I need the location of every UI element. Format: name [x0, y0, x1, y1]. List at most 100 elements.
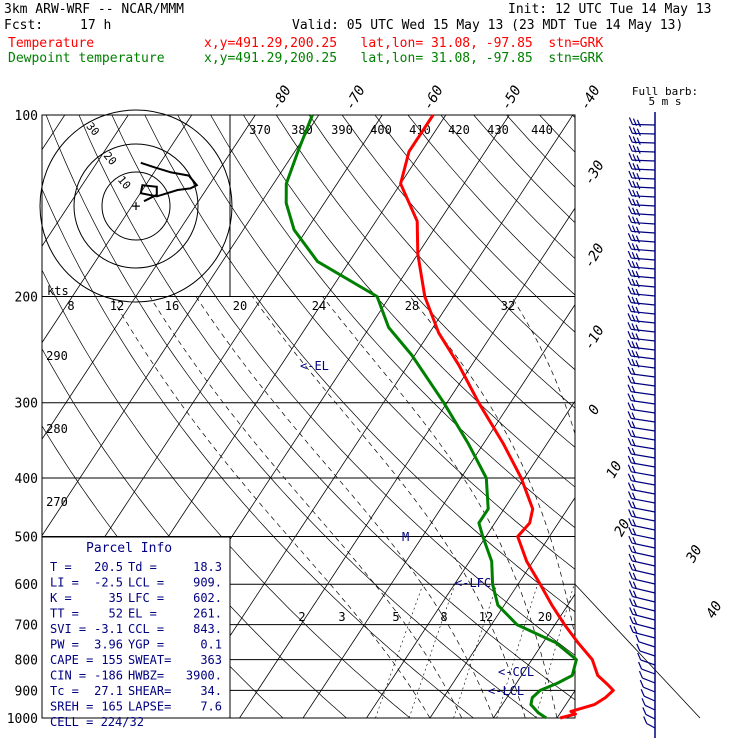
wind-barb-flag: [631, 323, 636, 331]
wind-barb-flag: [627, 357, 632, 366]
wind-barb-flag: [635, 634, 640, 643]
isotherm-line: [676, 102, 740, 731]
marker-label: LCL: [502, 684, 524, 698]
hodograph-axis-label: 8: [67, 299, 74, 313]
wind-barb-flag: [627, 313, 632, 321]
parcel-box-frame: [41, 536, 231, 719]
wind-barb-flag: [631, 216, 637, 224]
isotherm-line: [0, 102, 10, 731]
wind-barb-flag: [632, 118, 638, 126]
panel-edge-line: [574, 583, 701, 719]
profiles: [284, 114, 615, 720]
wind-barb-flag: [627, 339, 632, 348]
wind-barb-flag: [627, 393, 632, 401]
wind-barb-flag: [635, 244, 640, 252]
wind-barb-flag: [627, 304, 632, 312]
plot-border: [41, 114, 576, 719]
wind-barb-flag: [627, 286, 632, 294]
isotherm-top-label: -80: [268, 83, 295, 113]
parcel-value: -3.1: [94, 622, 123, 636]
wind-barb-flag: [632, 145, 637, 153]
wind-barb-flag: [627, 384, 632, 392]
wind-barb: [644, 704, 656, 711]
init-time: Init: 12 UTC Tue 14 May 13: [508, 2, 712, 17]
isotherm-line: [612, 102, 740, 731]
hodograph-trace: [139, 161, 199, 203]
parcel-label: Td =: [128, 560, 157, 574]
wind-barb-flag: [627, 402, 632, 410]
wind-barb-flag: [631, 252, 636, 260]
hodograph-ring-label: 20: [101, 149, 119, 168]
wind-barb-flag: [631, 305, 636, 313]
isotherm-right-label: -30: [581, 158, 608, 188]
hodograph-axis-label: 20: [233, 299, 247, 313]
level-marker: <-LCL: [488, 684, 524, 698]
parcel-value: 909.: [193, 576, 222, 590]
wind-barb-flag: [627, 322, 632, 330]
isotherm-right-label: 40: [703, 599, 725, 622]
wind-barb-flag: [636, 164, 641, 172]
parcel-label: T =: [50, 560, 72, 574]
dry-adiabat: [243, 115, 575, 488]
wind-barb-flag: [632, 590, 638, 598]
wind-barb-flag: [643, 716, 648, 724]
dry-adiabat: [177, 115, 575, 570]
wind-barb: [642, 677, 656, 684]
marker-label: LFC: [469, 576, 491, 590]
theta-left-label: 270: [46, 495, 68, 509]
wind-barb-flag: [636, 173, 641, 181]
hodograph-ring-label: 30: [84, 120, 102, 139]
wind-barb-flag: [641, 698, 646, 706]
wind-barb-flag: [632, 180, 637, 189]
wind-barb-flag: [631, 269, 636, 278]
wind-barb-flag: [632, 198, 637, 207]
wind-barb: [641, 668, 656, 675]
wind-barb-flag: [629, 624, 634, 633]
moist-adiabat: [511, 296, 575, 436]
wind-barb-flag: [635, 226, 640, 235]
wind-barb-flag: [631, 403, 636, 411]
theta-top-label: 370: [249, 123, 271, 137]
wind-barb-flag: [635, 271, 640, 279]
wind-barb-flag: [636, 643, 641, 652]
pressure-tick-label: 200: [15, 291, 38, 306]
dry-adiabat: [374, 115, 575, 333]
marker-label: M: [402, 530, 409, 544]
mixing-ratio-label: 20: [538, 610, 552, 624]
theta-top-label: 400: [370, 123, 392, 137]
wind-barb-flag: [631, 278, 636, 287]
parcel-value: 20.5: [94, 560, 123, 574]
wind-barb-flag: [633, 608, 638, 616]
wind-barb-flag: [635, 342, 640, 350]
wind-barb-flag: [627, 277, 632, 286]
wind-barb-flag: [628, 126, 633, 134]
dry-adiabat: [78, 115, 575, 701]
wind-barb-flag: [633, 599, 638, 607]
moist-adiabat: [149, 296, 463, 718]
wind-barb-flag: [631, 314, 636, 322]
pressure-tick-label: 500: [15, 530, 38, 545]
hodograph-axis-label: 12: [110, 299, 124, 313]
wind-barb: [640, 659, 656, 666]
wind-barb-flag: [628, 553, 633, 562]
parcel-label: TT =: [50, 607, 79, 621]
wind-barb-flag: [631, 492, 637, 500]
pressure-tick-label: 300: [15, 397, 38, 412]
pressure-tick-label: 1000: [7, 712, 38, 727]
wind-barb-flag: [627, 366, 632, 375]
pressure-tick-label: 100: [15, 109, 38, 124]
isotherm-right-label: 0: [585, 402, 603, 417]
parcel-value: -2.5: [94, 576, 123, 590]
wind-barb-flag: [635, 360, 640, 368]
wind-barb-flag: [631, 287, 636, 296]
wind-barb-flag: [627, 250, 632, 259]
wind-barb-flag: [627, 268, 632, 277]
hodograph-center-mark: +: [131, 197, 140, 215]
wind-barb-flag: [628, 509, 633, 517]
wind-barb-flag: [635, 262, 640, 270]
wind-barb-flag: [628, 526, 633, 535]
level-marker: <-CCL: [498, 665, 534, 679]
parcel-label: LAPSE=: [128, 700, 171, 714]
wind-barb-flag: [636, 137, 641, 145]
dry-adiabat: [42, 269, 411, 718]
